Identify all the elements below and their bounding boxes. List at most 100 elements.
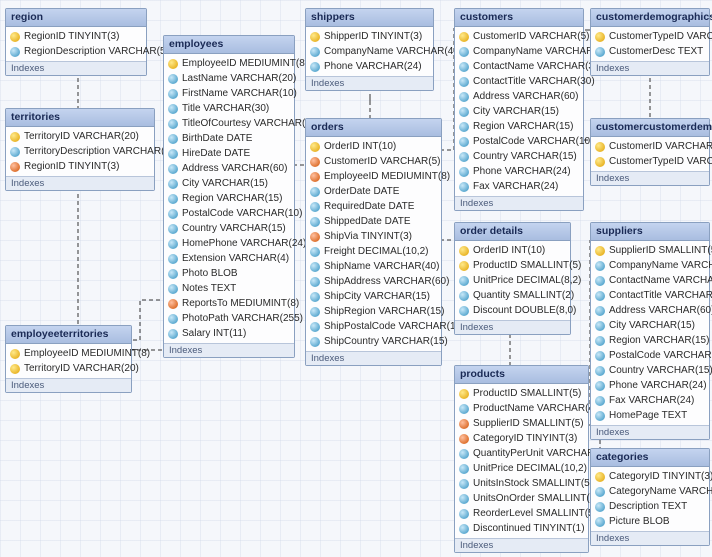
column-row[interactable]: Description TEXT [591, 499, 709, 514]
column-row[interactable]: Region VARCHAR(15) [455, 119, 583, 134]
table-order-details[interactable]: order detailsOrderID INT(10)ProductID SM… [454, 222, 571, 335]
column-row[interactable]: Address VARCHAR(60) [455, 89, 583, 104]
column-row[interactable]: ContactTitle VARCHAR(30) [455, 74, 583, 89]
column-row[interactable]: Notes TEXT [164, 281, 294, 296]
column-row[interactable]: PostalCode VARCHAR(10) [164, 206, 294, 221]
table-shippers[interactable]: shippersShipperID TINYINT(3)CompanyName … [305, 8, 434, 91]
column-row[interactable]: Address VARCHAR(60) [591, 303, 709, 318]
table-title[interactable]: employeeterritories [6, 326, 131, 344]
column-row[interactable]: UnitPrice DECIMAL(10,2) [455, 461, 588, 476]
column-row[interactable]: OrderID INT(10) [306, 139, 441, 154]
column-row[interactable]: ContactTitle VARCHAR(30) [591, 288, 709, 303]
column-row[interactable]: ShipPostalCode VARCHAR(10) [306, 319, 441, 334]
column-row[interactable]: Phone VARCHAR(24) [455, 164, 583, 179]
table-region[interactable]: regionRegionID TINYINT(3)RegionDescripti… [5, 8, 147, 76]
column-row[interactable]: ShipName VARCHAR(40) [306, 259, 441, 274]
column-row[interactable]: Phone VARCHAR(24) [591, 378, 709, 393]
column-row[interactable]: Fax VARCHAR(24) [591, 393, 709, 408]
column-row[interactable]: CategoryName VARCHAR(30) [591, 484, 709, 499]
column-row[interactable]: ReorderLevel SMALLINT(5) [455, 506, 588, 521]
column-row[interactable]: Extension VARCHAR(4) [164, 251, 294, 266]
indexes-footer[interactable]: Indexes [591, 171, 709, 185]
column-row[interactable]: Country VARCHAR(15) [164, 221, 294, 236]
column-row[interactable]: CategoryID TINYINT(3) [591, 469, 709, 484]
column-row[interactable]: CustomerID VARCHAR(5) [591, 139, 709, 154]
column-row[interactable]: FirstName VARCHAR(10) [164, 86, 294, 101]
column-row[interactable]: Freight DECIMAL(10,2) [306, 244, 441, 259]
indexes-footer[interactable]: Indexes [6, 378, 131, 392]
column-row[interactable]: Region VARCHAR(15) [591, 333, 709, 348]
indexes-footer[interactable]: Indexes [591, 61, 709, 75]
column-row[interactable]: EmployeeID MEDIUMINT(8) [164, 56, 294, 71]
column-row[interactable]: ShipperID TINYINT(3) [306, 29, 433, 44]
column-row[interactable]: ProductName VARCHAR(40) [455, 401, 588, 416]
table-orders[interactable]: orders OrderID INT(10)CustomerID VARCHAR(… [305, 118, 442, 366]
column-row[interactable]: Phone VARCHAR(24) [306, 59, 433, 74]
column-row[interactable]: RequiredDate DATE [306, 199, 441, 214]
column-row[interactable]: CompanyName VARCHAR(40) [455, 44, 583, 59]
column-row[interactable]: Salary INT(11) [164, 326, 294, 341]
indexes-footer[interactable]: Indexes [6, 61, 146, 75]
column-row[interactable]: CategoryID TINYINT(3) [455, 431, 588, 446]
table-products[interactable]: productsProductID SMALLINT(5)ProductName… [454, 365, 589, 553]
table-title[interactable]: categories [591, 449, 709, 467]
column-row[interactable]: CompanyName VARCHAR(40) [306, 44, 433, 59]
indexes-footer[interactable]: Indexes [306, 351, 441, 365]
column-row[interactable]: ShipAddress VARCHAR(60) [306, 274, 441, 289]
table-categories[interactable]: categories CategoryID TINYINT(3)CategoryN… [590, 448, 710, 546]
column-row[interactable]: ProductID SMALLINT(5) [455, 258, 570, 273]
column-row[interactable]: Discontinued TINYINT(1) [455, 521, 588, 536]
column-row[interactable]: CustomerDesc TEXT [591, 44, 709, 59]
column-row[interactable]: EmployeeID MEDIUMINT(8) [6, 346, 131, 361]
column-row[interactable]: UnitPrice DECIMAL(8,2) [455, 273, 570, 288]
column-row[interactable]: RegionDescription VARCHAR(50) [6, 44, 146, 59]
table-title[interactable]: territories [6, 109, 154, 127]
column-row[interactable]: SupplierID SMALLINT(5) [591, 243, 709, 258]
table-title[interactable]: products [455, 366, 588, 384]
column-row[interactable]: LastName VARCHAR(20) [164, 71, 294, 86]
indexes-footer[interactable]: Indexes [591, 425, 709, 439]
indexes-footer[interactable]: Indexes [455, 320, 570, 334]
column-row[interactable]: BirthDate DATE [164, 131, 294, 146]
table-customercustomerdemo[interactable]: customercustomerdemo CustomerID VARCHAR(5… [590, 118, 710, 186]
column-row[interactable]: ShipRegion VARCHAR(15) [306, 304, 441, 319]
indexes-footer[interactable]: Indexes [164, 343, 294, 357]
table-title[interactable]: customerdemographics [591, 9, 709, 27]
table-title[interactable]: orders [306, 119, 441, 137]
column-row[interactable]: ShipVia TINYINT(3) [306, 229, 441, 244]
column-row[interactable]: ShippedDate DATE [306, 214, 441, 229]
column-row[interactable]: TerritoryDescription VARCHAR(50) [6, 144, 154, 159]
column-row[interactable]: CustomerID VARCHAR(5) [306, 154, 441, 169]
table-title[interactable]: employees [164, 36, 294, 54]
column-row[interactable]: CustomerID VARCHAR(5) [455, 29, 583, 44]
column-row[interactable]: PhotoPath VARCHAR(255) [164, 311, 294, 326]
table-customerdemographics[interactable]: customerdemographics CustomerTypeID VARCH… [590, 8, 710, 76]
column-row[interactable]: Photo BLOB [164, 266, 294, 281]
table-employees[interactable]: employees EmployeeID MEDIUMINT(8)LastName… [163, 35, 295, 358]
indexes-footer[interactable]: Indexes [455, 196, 583, 210]
column-row[interactable]: SupplierID SMALLINT(5) [455, 416, 588, 431]
table-title[interactable]: customercustomerdemo [591, 119, 709, 137]
column-row[interactable]: OrderID INT(10) [455, 243, 570, 258]
column-row[interactable]: ContactName VARCHAR(30) [591, 273, 709, 288]
column-row[interactable]: TitleOfCourtesy VARCHAR(25) [164, 116, 294, 131]
table-title[interactable]: customers [455, 9, 583, 27]
column-row[interactable]: CustomerTypeID VARCHAR(10) [591, 154, 709, 169]
column-row[interactable]: Fax VARCHAR(24) [455, 179, 583, 194]
column-row[interactable]: Region VARCHAR(15) [164, 191, 294, 206]
column-row[interactable]: UnitsInStock SMALLINT(5) [455, 476, 588, 491]
column-row[interactable]: QuantityPerUnit VARCHAR(20) [455, 446, 588, 461]
column-row[interactable]: EmployeeID MEDIUMINT(8) [306, 169, 441, 184]
column-row[interactable]: Picture BLOB [591, 514, 709, 529]
table-customers[interactable]: customers CustomerID VARCHAR(5)CompanyNam… [454, 8, 584, 211]
column-row[interactable]: Country VARCHAR(15) [455, 149, 583, 164]
column-row[interactable]: CustomerTypeID VARCHAR(10) [591, 29, 709, 44]
indexes-footer[interactable]: Indexes [455, 538, 588, 552]
column-row[interactable]: HomePhone VARCHAR(24) [164, 236, 294, 251]
column-row[interactable]: RegionID TINYINT(3) [6, 29, 146, 44]
column-row[interactable]: RegionID TINYINT(3) [6, 159, 154, 174]
table-employeeterritories[interactable]: employeeterritories EmployeeID MEDIUMINT(… [5, 325, 132, 393]
column-row[interactable]: CompanyName VARCHAR(40) [591, 258, 709, 273]
column-row[interactable]: Address VARCHAR(60) [164, 161, 294, 176]
column-row[interactable]: City VARCHAR(15) [164, 176, 294, 191]
